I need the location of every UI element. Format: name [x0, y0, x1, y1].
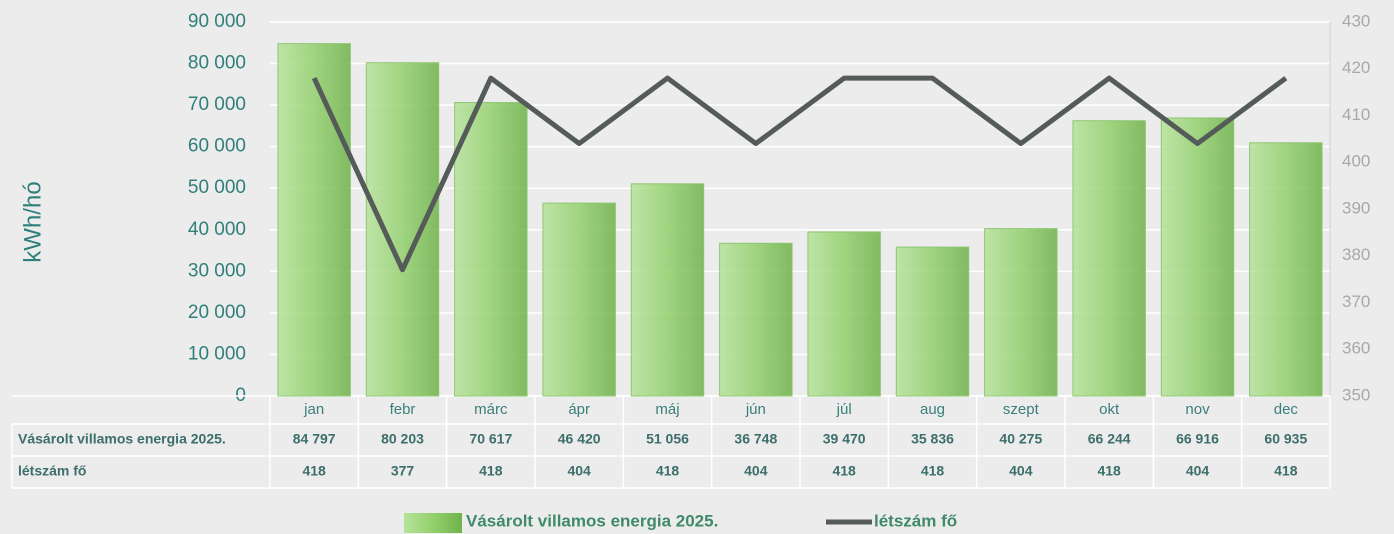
legend-label: létszám fő	[874, 511, 957, 530]
y2-tick-label: 350	[1342, 385, 1370, 404]
x-tick-label: jún	[745, 401, 766, 418]
line-series	[311, 75, 1288, 273]
table-cell: 80 203	[381, 431, 424, 447]
bar	[807, 231, 881, 397]
y-tick-label: 70 000	[188, 94, 246, 115]
table-cell: 418	[479, 463, 503, 479]
y2-tick-label: 420	[1342, 58, 1370, 77]
x-tick-label: márc	[474, 401, 508, 418]
y-tick-label: 30 000	[188, 260, 246, 281]
x-tick-label: aug	[920, 401, 945, 418]
x-tick-label: szept	[1003, 401, 1040, 418]
x-tick-label: jan	[303, 401, 324, 418]
table-cell: 36 748	[734, 431, 777, 447]
table-cell: 51 056	[646, 431, 689, 447]
bar	[984, 228, 1058, 397]
y2-tick-label: 430	[1342, 11, 1370, 30]
y-tick-label: 60 000	[188, 136, 246, 157]
table-cell: 418	[1274, 463, 1298, 479]
table-cell: 404	[1009, 463, 1033, 479]
bar	[1160, 117, 1235, 397]
table-cell: 418	[832, 463, 856, 479]
bar	[1072, 120, 1146, 397]
bar	[542, 202, 616, 397]
table-cell: 66 916	[1176, 431, 1219, 447]
bar	[895, 246, 970, 397]
table-cell: 39 470	[823, 431, 866, 447]
bar	[365, 62, 440, 397]
table-cell: 418	[656, 463, 680, 479]
x-tick-label: dec	[1274, 401, 1299, 418]
legend-swatch	[404, 513, 462, 533]
y-tick-label: 50 000	[188, 177, 246, 198]
table-cell: 418	[1097, 463, 1121, 479]
x-tick-label: máj	[655, 401, 679, 418]
bar	[719, 242, 793, 397]
table-cell: 418	[921, 463, 945, 479]
table-cell: 66 244	[1088, 431, 1131, 447]
table-cell: 418	[302, 463, 326, 479]
table-cell: 84 797	[293, 431, 336, 447]
table-cell: 60 935	[1264, 431, 1307, 447]
bar	[277, 43, 351, 397]
y2-tick-label: 380	[1342, 245, 1370, 264]
y-tick-label: 80 000	[188, 53, 246, 74]
x-tick-label: júl	[836, 401, 852, 418]
y-tick-label: 10 000	[188, 343, 246, 364]
y-tick-label: 40 000	[188, 219, 246, 240]
bar	[1249, 142, 1323, 397]
x-tick-label: okt	[1099, 401, 1120, 418]
y-axis-label: kWh/hó	[19, 181, 46, 262]
y-tick-label: 20 000	[188, 302, 246, 323]
table-cell: 404	[567, 463, 591, 479]
y2-tick-label: 410	[1342, 105, 1370, 124]
table-cell: 46 420	[558, 431, 601, 447]
x-tick-label: nov	[1185, 401, 1210, 418]
x-tick-label: ápr	[568, 401, 590, 418]
y-tick-label: 90 000	[188, 11, 246, 32]
y2-tick-label: 390	[1342, 198, 1370, 217]
y2-tick-label: 370	[1342, 292, 1370, 311]
table-cell: 40 275	[999, 431, 1042, 447]
y2-tick-label: 360	[1342, 339, 1370, 358]
table-cell: 404	[1186, 463, 1210, 479]
table-cell: 70 617	[469, 431, 512, 447]
table-row-label: létszám fő	[18, 463, 86, 479]
legend-label: Vásárolt villamos energia 2025.	[466, 511, 718, 530]
table-cell: 377	[391, 463, 415, 479]
table-cell: 35 836	[911, 431, 954, 447]
bar	[454, 102, 528, 397]
table-row-label: Vásárolt villamos energia 2025.	[18, 431, 226, 447]
x-tick-label: febr	[390, 401, 416, 418]
table-cell: 404	[744, 463, 768, 479]
y2-tick-label: 400	[1342, 152, 1370, 171]
bar	[630, 183, 705, 397]
